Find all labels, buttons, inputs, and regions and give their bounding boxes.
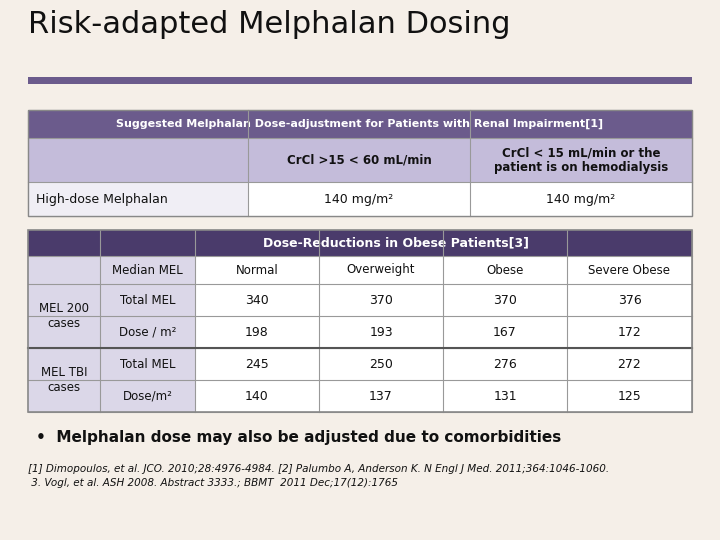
Bar <box>195 380 319 412</box>
Text: Dose-Reductions in Obese Patients[3]: Dose-Reductions in Obese Patients[3] <box>263 237 529 249</box>
Text: 172: 172 <box>618 326 642 339</box>
Text: 137: 137 <box>369 389 393 402</box>
Bar <box>319 284 443 316</box>
Text: 193: 193 <box>369 326 393 339</box>
Text: •  Melphalan dose may also be adjusted due to comorbidities: • Melphalan dose may also be adjusted du… <box>36 430 562 445</box>
Bar <box>28 230 692 412</box>
Bar <box>443 284 567 316</box>
Bar <box>443 380 567 412</box>
Text: 140: 140 <box>245 389 269 402</box>
Text: Obese: Obese <box>486 264 523 276</box>
Bar <box>28 284 100 348</box>
Text: 370: 370 <box>369 294 393 307</box>
Bar <box>567 348 692 380</box>
Bar <box>567 284 692 316</box>
Text: [1] Dimopoulos, et al. JCO. 2010;28:4976-4984. [2] Palumbo A, Anderson K. N Engl: [1] Dimopoulos, et al. JCO. 2010;28:4976… <box>28 464 609 474</box>
Bar <box>567 316 692 348</box>
Bar <box>28 110 692 138</box>
Bar <box>195 284 319 316</box>
Bar <box>319 256 443 284</box>
Bar <box>100 256 195 284</box>
Text: 245: 245 <box>245 357 269 370</box>
Bar <box>248 182 692 216</box>
Text: Total MEL: Total MEL <box>120 357 175 370</box>
Text: MEL 200
cases: MEL 200 cases <box>39 302 89 330</box>
Text: 370: 370 <box>493 294 517 307</box>
Bar <box>195 348 319 380</box>
Text: Normal: Normal <box>235 264 279 276</box>
Text: 125: 125 <box>618 389 642 402</box>
Bar <box>443 316 567 348</box>
Bar <box>567 256 692 284</box>
Bar <box>443 348 567 380</box>
Text: 140 mg/m²: 140 mg/m² <box>325 192 394 206</box>
Text: CrCl >15 < 60 mL/min: CrCl >15 < 60 mL/min <box>287 153 431 166</box>
Bar <box>28 77 692 84</box>
Bar <box>470 138 692 182</box>
Text: CrCl < 15 mL/min or the
patient is on hemodialysis: CrCl < 15 mL/min or the patient is on he… <box>494 146 668 174</box>
Text: Dose/m²: Dose/m² <box>122 389 172 402</box>
Bar <box>248 138 470 182</box>
Bar <box>28 110 692 216</box>
Bar <box>28 230 692 412</box>
Bar <box>195 256 319 284</box>
Text: 276: 276 <box>493 357 517 370</box>
Text: 340: 340 <box>245 294 269 307</box>
Text: Median MEL: Median MEL <box>112 264 183 276</box>
Bar <box>28 256 100 284</box>
Bar <box>28 182 248 216</box>
Text: Risk-adapted Melphalan Dosing: Risk-adapted Melphalan Dosing <box>28 10 510 39</box>
Bar <box>319 380 443 412</box>
Text: Severe Obese: Severe Obese <box>588 264 670 276</box>
Text: Total MEL: Total MEL <box>120 294 175 307</box>
Text: 167: 167 <box>493 326 517 339</box>
Text: Suggested Melphalan Dose-adjustment for Patients with Renal Impairment[1]: Suggested Melphalan Dose-adjustment for … <box>117 119 603 129</box>
Bar <box>195 316 319 348</box>
Bar <box>100 284 195 316</box>
Bar <box>567 380 692 412</box>
Bar <box>319 316 443 348</box>
Text: MEL TBI
cases: MEL TBI cases <box>41 366 87 394</box>
Text: 198: 198 <box>245 326 269 339</box>
Bar <box>100 380 195 412</box>
Text: 272: 272 <box>618 357 642 370</box>
Bar <box>28 110 692 216</box>
Text: 3. Vogl, et al. ASH 2008. Abstract 3333.; BBMT  2011 Dec;17(12):1765: 3. Vogl, et al. ASH 2008. Abstract 3333.… <box>28 478 398 488</box>
Bar <box>28 348 100 412</box>
Text: Overweight: Overweight <box>347 264 415 276</box>
Text: 376: 376 <box>618 294 642 307</box>
Bar <box>443 256 567 284</box>
Bar <box>100 348 195 380</box>
Text: Dose / m²: Dose / m² <box>119 326 176 339</box>
Bar <box>319 348 443 380</box>
Text: 250: 250 <box>369 357 393 370</box>
Text: 131: 131 <box>493 389 517 402</box>
Text: 140 mg/m²: 140 mg/m² <box>546 192 616 206</box>
Text: High-dose Melphalan: High-dose Melphalan <box>36 192 168 206</box>
Bar <box>100 316 195 348</box>
Bar <box>100 230 692 256</box>
Bar <box>28 138 248 182</box>
Bar <box>28 230 100 256</box>
